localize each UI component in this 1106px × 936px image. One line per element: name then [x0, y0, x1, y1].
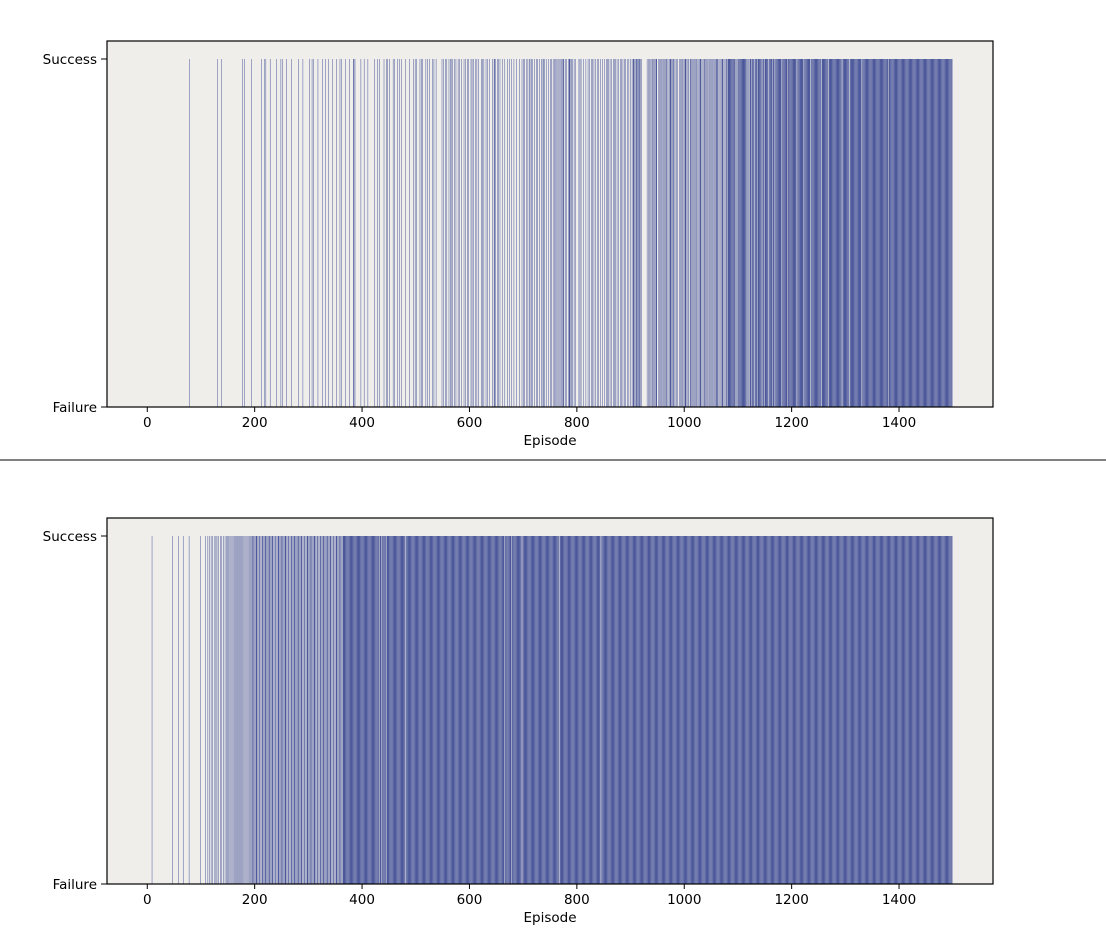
x-tick-label: 1400	[882, 415, 916, 431]
x-tick-label: 400	[349, 892, 375, 908]
x-axis-label-2: Episode	[523, 910, 576, 926]
y-tick-label-success: Success	[43, 52, 97, 68]
x-tick-label: 1200	[774, 415, 808, 431]
plot-frame-1	[106, 40, 994, 408]
chart-panel-2: Success Failure 0 200 400 600 800 1000 1200 140…	[43, 517, 994, 926]
y-axis-2: Success Failure	[43, 529, 107, 893]
x-axis-1: 0 200 400 600 800 1000 1200 1400	[143, 407, 916, 431]
x-tick-label: 1000	[667, 892, 701, 908]
success-bars-2	[151, 536, 953, 884]
x-tick-label: 800	[564, 892, 590, 908]
x-tick-label: 1400	[882, 892, 916, 908]
x-tick-label: 0	[143, 892, 152, 908]
x-tick-label: 600	[457, 892, 483, 908]
x-axis-label-1: Episode	[523, 433, 576, 449]
y-axis-1: Success Failure	[43, 52, 107, 416]
success-bars-1	[189, 59, 953, 407]
x-tick-label: 1200	[774, 892, 808, 908]
chart-panel-1: Success Failure 0 200 400 600 800 1000 1200 140…	[43, 40, 994, 449]
x-tick-label: 600	[457, 415, 483, 431]
x-tick-label: 800	[564, 415, 590, 431]
x-tick-label: 400	[349, 415, 375, 431]
x-tick-label: 0	[143, 415, 152, 431]
x-tick-label: 1000	[667, 415, 701, 431]
x-axis-2: 0 200 400 600 800 1000 1200 1400	[143, 884, 916, 908]
x-tick-label: 200	[242, 415, 268, 431]
y-tick-label-failure: Failure	[53, 877, 97, 893]
y-tick-label-failure: Failure	[53, 400, 97, 416]
plot-frame-2	[106, 517, 994, 885]
y-tick-label-success: Success	[43, 529, 97, 545]
x-tick-label: 200	[242, 892, 268, 908]
